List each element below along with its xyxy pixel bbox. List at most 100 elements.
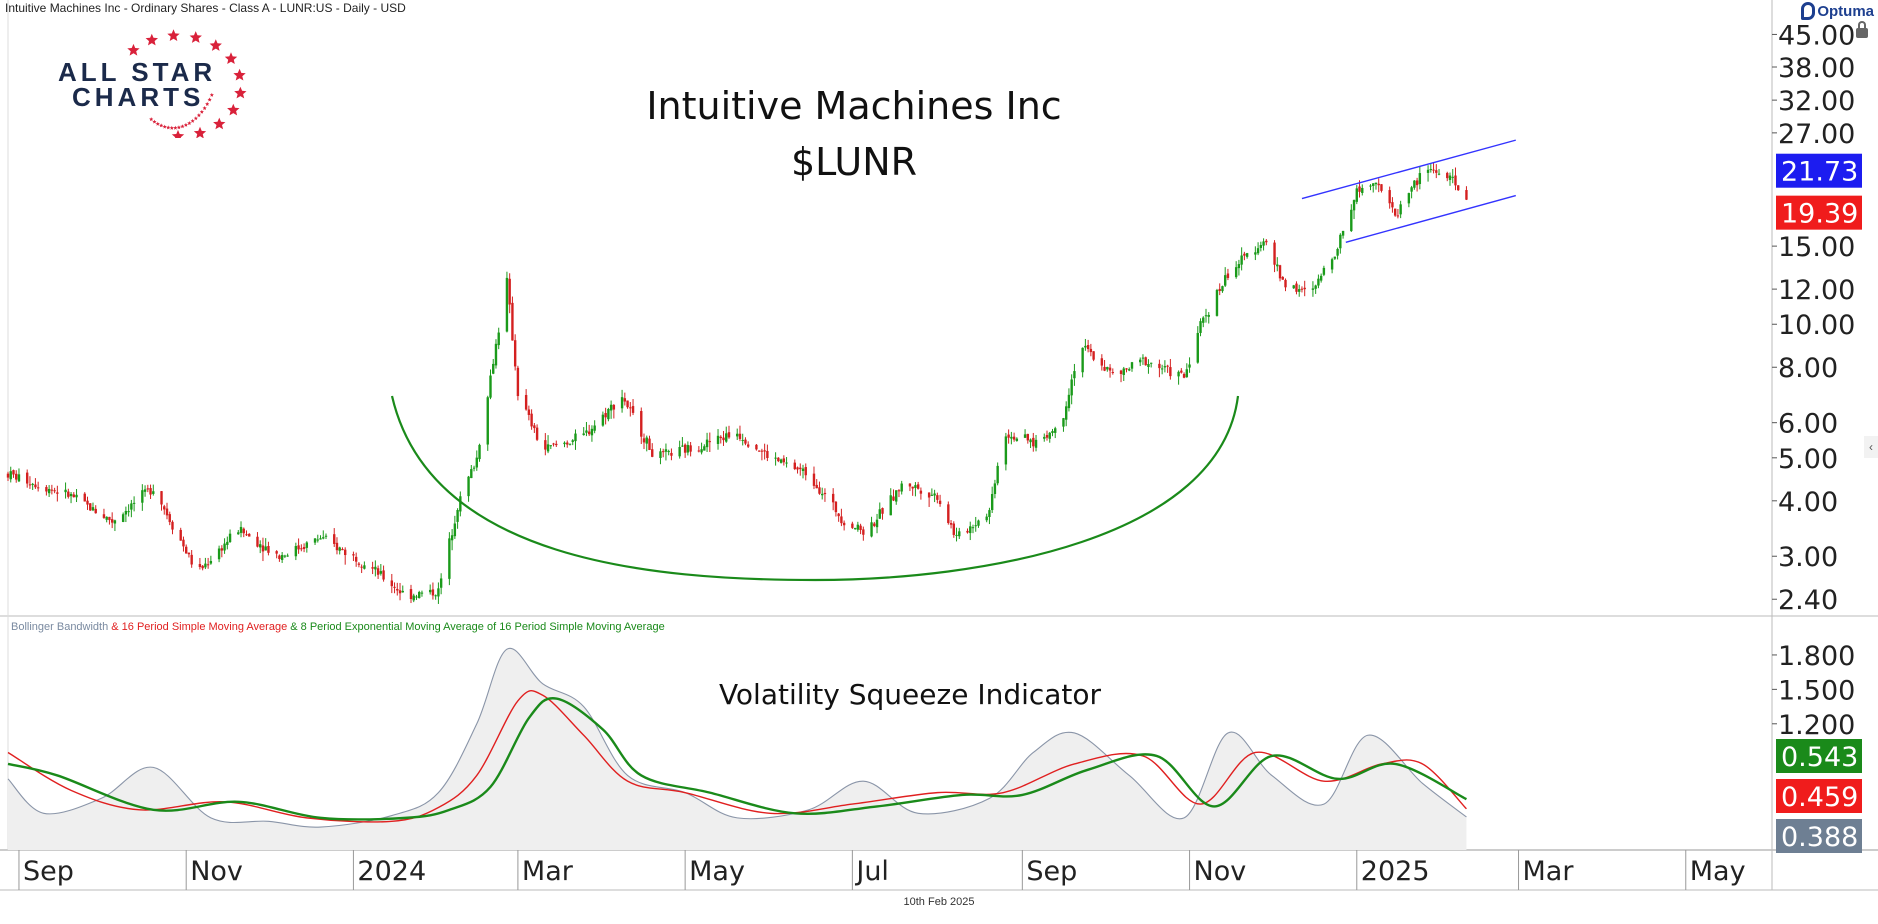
- candle-body: [881, 508, 884, 514]
- candle-body: [719, 436, 722, 439]
- candle-body: [823, 492, 827, 495]
- candle-body: [566, 442, 569, 445]
- candle-body: [746, 444, 750, 447]
- candle-body: [1413, 180, 1416, 188]
- collapse-panel-arrow-icon[interactable]: ‹: [1864, 436, 1878, 458]
- candle-body: [283, 555, 287, 557]
- candle-body: [1106, 367, 1109, 370]
- candle-body: [1169, 367, 1172, 377]
- price-y-tick-label: 6.00: [1778, 409, 1838, 440]
- candle-body: [226, 541, 229, 545]
- candle-body: [686, 445, 690, 453]
- candle-body: [930, 494, 934, 496]
- candle-body: [6, 473, 10, 478]
- candle-body: [371, 567, 374, 569]
- candle-body: [1298, 289, 1301, 292]
- candle-body: [837, 513, 840, 517]
- candle-body: [508, 278, 511, 305]
- candle-body: [220, 548, 224, 551]
- logo-star-icon: [187, 121, 192, 125]
- candle-body: [209, 560, 213, 564]
- indicator-value-label-bg: [1776, 819, 1862, 853]
- candle-body: [1254, 252, 1257, 255]
- candle-body: [782, 458, 786, 463]
- candle-body: [667, 451, 670, 453]
- candle-body: [280, 555, 284, 560]
- candle-body: [198, 563, 202, 567]
- candle-body: [1023, 434, 1027, 438]
- candle-body: [1281, 277, 1284, 280]
- candle-body: [1034, 439, 1038, 448]
- candle-body: [450, 535, 454, 541]
- candle-body: [360, 566, 363, 568]
- indicator-value-label: 0.388: [1781, 822, 1858, 853]
- candle-body: [875, 519, 879, 528]
- candle-body: [160, 491, 163, 505]
- candle-body: [1377, 183, 1380, 186]
- candle-body: [974, 525, 977, 527]
- x-tick-label: Nov: [190, 856, 243, 887]
- candle-body: [302, 547, 306, 549]
- candle-body: [31, 483, 34, 485]
- candle-body: [1043, 436, 1046, 439]
- price-y-tick-label: 8.00: [1778, 353, 1838, 384]
- candle-body: [130, 503, 133, 510]
- candle-body: [420, 592, 424, 594]
- candle-body: [916, 484, 920, 489]
- candle-body: [242, 528, 245, 534]
- candle-body: [911, 486, 914, 489]
- x-tick-label: 2025: [1361, 856, 1430, 887]
- candle-body: [179, 529, 182, 541]
- candle-body: [149, 488, 152, 495]
- candle-body: [475, 457, 478, 468]
- logo-star-icon: [193, 126, 207, 138]
- candle-body: [705, 439, 709, 448]
- candle-body: [1380, 184, 1383, 191]
- candle-body: [47, 488, 51, 494]
- candle-body: [1026, 433, 1030, 441]
- candle-body: [439, 578, 443, 588]
- candle-body: [217, 548, 221, 560]
- logo-line-1: ALL STAR: [58, 57, 217, 87]
- candle-body: [324, 535, 328, 537]
- candle-body: [642, 438, 646, 443]
- candle-body: [804, 467, 807, 476]
- candle-body: [1240, 255, 1243, 265]
- candle-body: [1292, 285, 1295, 289]
- candle-body: [971, 527, 975, 529]
- price-value-label-bg: [1776, 195, 1862, 230]
- candle-body: [15, 473, 18, 480]
- indicator-value-label-bg: [1776, 739, 1862, 773]
- candle-body: [83, 493, 86, 502]
- candle-body: [755, 444, 758, 450]
- candle-body: [1139, 359, 1142, 363]
- candle-body: [1204, 315, 1208, 317]
- candle-body: [12, 470, 15, 475]
- candle-body: [113, 520, 117, 524]
- candle-body: [1054, 428, 1057, 433]
- candle-body: [1418, 173, 1422, 185]
- candle-body: [1158, 363, 1161, 369]
- candle-body: [1177, 371, 1180, 377]
- candle-body: [1451, 176, 1454, 178]
- candle-body: [815, 484, 818, 489]
- indicator-value-label-bg: [1776, 779, 1862, 813]
- candle-body: [1073, 371, 1076, 379]
- candle-body: [294, 546, 298, 557]
- candle-body: [264, 546, 267, 551]
- rounding-bottom-arc: [390, 395, 1240, 582]
- candle-body: [651, 449, 654, 457]
- candle-body: [354, 556, 358, 562]
- candle-body: [1004, 436, 1008, 465]
- candle-body: [977, 520, 980, 526]
- candle-body: [853, 527, 857, 529]
- x-tick-label: Nov: [1194, 856, 1247, 887]
- sma-line: [7, 690, 1467, 823]
- candle-body: [472, 467, 476, 469]
- indicator-title: Volatility Squeeze Indicator: [718, 678, 1102, 711]
- candle-body: [645, 437, 648, 444]
- candle-body: [952, 523, 955, 535]
- lock-icon[interactable]: [1856, 21, 1868, 38]
- logo-star-icon: [189, 31, 202, 43]
